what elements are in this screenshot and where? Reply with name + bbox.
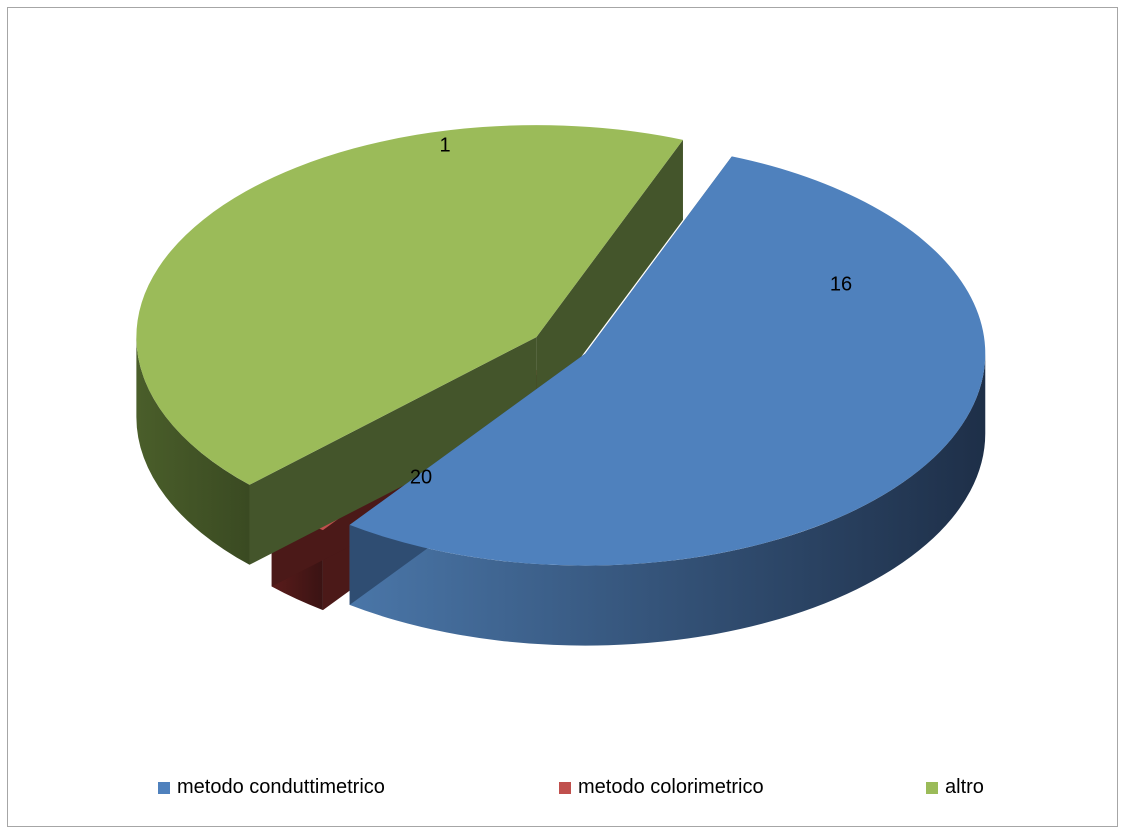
- legend-item-metodo-colorimetrico: metodo colorimetrico: [559, 776, 764, 799]
- slice-outer-wall: [349, 353, 986, 646]
- slice-outer-wall: [136, 337, 250, 565]
- pie-slices: [136, 125, 986, 646]
- legend-swatch-blue: [158, 781, 170, 794]
- slice-cut-wall: [536, 139, 683, 418]
- pie-slice-metodo-conduttimetrico: [349, 156, 986, 646]
- data-labels: 20 1 16: [410, 134, 852, 488]
- slice-top-metodo-conduttimetrico: [349, 156, 986, 566]
- legend-swatch-red: [559, 781, 571, 794]
- pie-chart: 20 1 16: [136, 125, 986, 646]
- legend-item-altro: altro: [926, 776, 984, 799]
- slice-top-altro: [136, 125, 683, 485]
- chart-area: 20 1 16 metodo conduttimetrico metodo colo…: [7, 7, 1118, 827]
- slice-cut-wall: [249, 337, 537, 565]
- legend-label: metodo colorimetrico: [578, 776, 764, 798]
- legend-label: metodo conduttimetrico: [177, 776, 385, 798]
- data-label-metodo-colorimetrico: 1: [439, 134, 450, 156]
- data-label-altro: 16: [830, 273, 852, 295]
- legend-label: altro: [945, 776, 984, 798]
- data-label-metodo-conduttimetrico: 20: [410, 466, 432, 488]
- legend-item-metodo-conduttimetrico: metodo conduttimetrico: [158, 776, 385, 799]
- legend: metodo conduttimetrico metodo colorimetr…: [8, 768, 1119, 808]
- pie-slice-altro: [136, 125, 683, 565]
- legend-swatch-green: [926, 781, 938, 794]
